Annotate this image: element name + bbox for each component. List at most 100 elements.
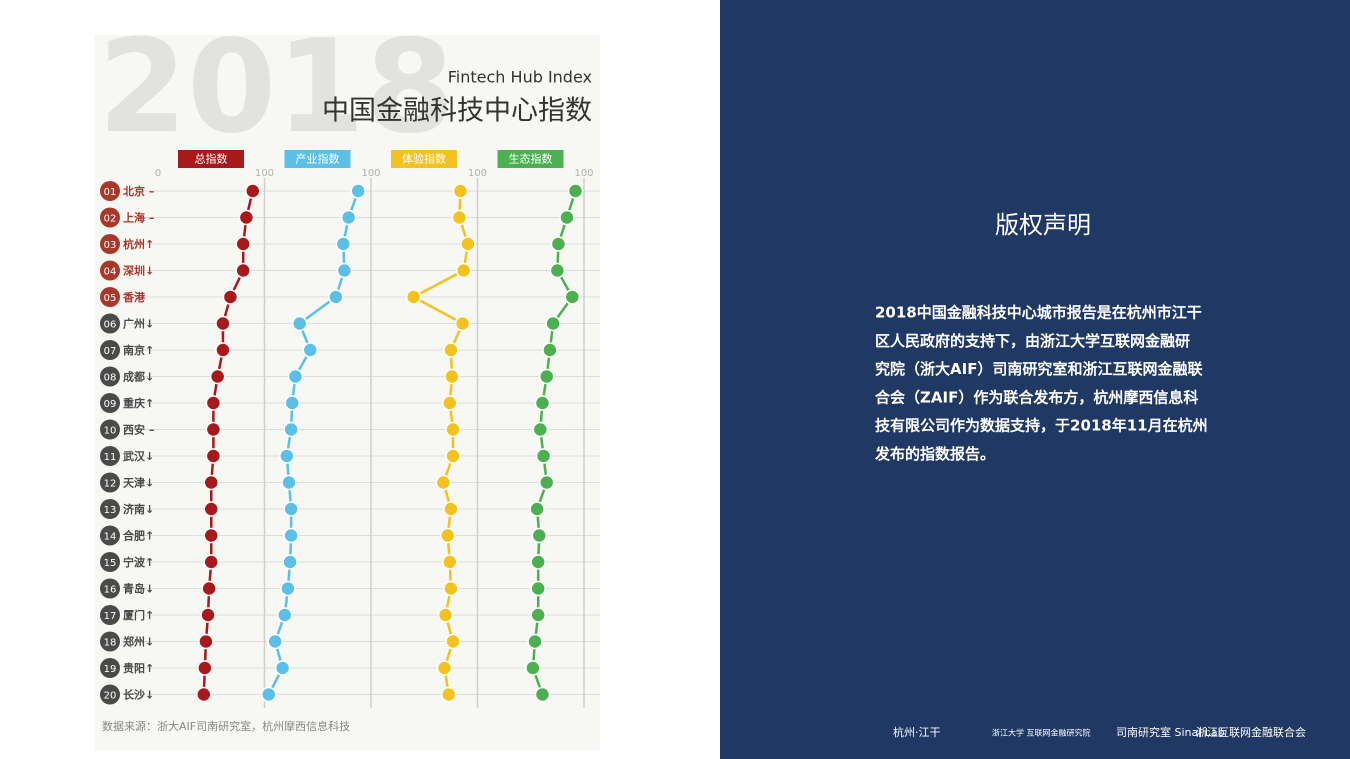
rank-badge xyxy=(100,366,120,387)
data-point xyxy=(283,527,299,544)
data-point xyxy=(302,342,319,358)
data-point xyxy=(454,315,471,332)
rank-label: 13 xyxy=(104,505,117,516)
rank-badge xyxy=(100,393,120,413)
legend-label: 总指数 xyxy=(195,152,228,166)
data-point xyxy=(328,289,344,305)
rank-badge xyxy=(100,499,120,519)
legend-box xyxy=(178,150,244,168)
data-point xyxy=(452,183,469,199)
rank-label: 07 xyxy=(104,346,117,357)
category-label: 武汉↓ xyxy=(123,449,154,463)
data-point xyxy=(282,554,298,570)
rank-badge xyxy=(100,340,120,360)
right-panel xyxy=(720,0,1350,759)
data-point xyxy=(437,607,454,623)
chart-subtitle: Fintech Hub Index xyxy=(448,68,592,87)
rank-label: 16 xyxy=(104,585,117,596)
chart-title: 中国金融科技中心指数 xyxy=(322,96,592,127)
data-point xyxy=(530,580,546,597)
notice-title: 版权声明 xyxy=(995,211,1091,239)
data-point xyxy=(442,554,458,570)
rank-label: 06 xyxy=(104,320,117,331)
rank-badge xyxy=(100,525,120,546)
rank-label: 08 xyxy=(104,373,117,384)
data-point xyxy=(455,262,472,279)
data-point xyxy=(205,448,222,464)
legend-box xyxy=(497,150,564,168)
data-point xyxy=(197,660,213,676)
rank-badge xyxy=(100,313,120,334)
data-point xyxy=(530,607,546,623)
data-point xyxy=(245,183,261,199)
data-point xyxy=(283,501,299,517)
data-point xyxy=(198,633,214,650)
data-point xyxy=(205,395,222,411)
rank-label: 15 xyxy=(104,558,117,569)
data-point xyxy=(336,262,353,279)
rank-badge xyxy=(100,631,120,652)
legend-label: 生态指数 xyxy=(509,152,553,166)
data-point xyxy=(276,607,293,623)
category-label: 重庆↑ xyxy=(123,396,154,410)
data-point xyxy=(567,183,584,199)
category-label: 青岛↓ xyxy=(123,582,154,596)
rank-badge xyxy=(100,472,120,493)
data-point xyxy=(215,342,231,358)
legend-box xyxy=(391,150,457,168)
data-point xyxy=(335,236,352,252)
watermark: 2018 xyxy=(98,13,454,162)
x-tick-label: 100 xyxy=(574,168,593,179)
data-point xyxy=(532,421,549,438)
data-point xyxy=(445,448,461,464)
category-label: 郑州↓ xyxy=(123,635,154,649)
data-point xyxy=(281,474,297,491)
category-label: 西安 – xyxy=(123,423,154,437)
logo-text: 浙江大学 互联网金融研究院 xyxy=(992,728,1091,738)
logo-text: 杭州·江干 xyxy=(893,725,941,739)
data-point xyxy=(201,580,217,597)
data-point xyxy=(203,501,219,517)
rank-label: 12 xyxy=(104,479,117,490)
rank-badge xyxy=(100,684,120,705)
category-label: 广州↓ xyxy=(123,317,154,331)
notice-line: 技有限公司作为数据支持，于2018年11月在杭州 xyxy=(875,417,1208,435)
data-point xyxy=(531,527,548,544)
notice-line: 究院（浙大AIF）司南研究室和浙江互联网金融联 xyxy=(875,360,1203,378)
legend-box xyxy=(284,150,351,168)
data-point xyxy=(283,421,299,438)
data-point xyxy=(538,474,555,491)
x-tick-label: 0 xyxy=(155,168,161,179)
data-point xyxy=(550,236,567,252)
category-label: 长沙↓ xyxy=(123,688,154,702)
notice-line: 2018中国金融科技中心城市报告是在杭州市江干 xyxy=(875,304,1202,322)
data-point xyxy=(274,660,291,676)
category-label: 南京↑ xyxy=(123,343,154,357)
rank-label: 01 xyxy=(104,187,117,198)
category-label: 贵阳↑ xyxy=(123,661,154,675)
rank-badge xyxy=(100,658,120,678)
data-point xyxy=(545,315,561,332)
data-point xyxy=(280,580,296,597)
data-point xyxy=(529,501,545,517)
rank-badge xyxy=(100,419,120,440)
rank-label: 19 xyxy=(104,664,117,675)
data-point xyxy=(287,368,304,385)
x-tick-label: 100 xyxy=(255,168,274,179)
rank-badge xyxy=(100,578,120,599)
data-point xyxy=(445,633,461,650)
data-point xyxy=(559,209,575,226)
data-point xyxy=(203,527,219,544)
data-point xyxy=(203,554,219,570)
x-tick-label: 100 xyxy=(361,168,380,179)
rank-label: 17 xyxy=(104,611,117,622)
data-point xyxy=(267,633,283,650)
data-point xyxy=(440,686,457,703)
category-label: 上海 – xyxy=(123,211,154,225)
data-point xyxy=(451,209,468,226)
rank-label: 18 xyxy=(104,638,117,649)
notice-line: 合会（ZAIF）作为联合发布方，杭州摩西信息科 xyxy=(874,388,1198,406)
data-point xyxy=(436,660,453,676)
data-point xyxy=(460,236,476,252)
